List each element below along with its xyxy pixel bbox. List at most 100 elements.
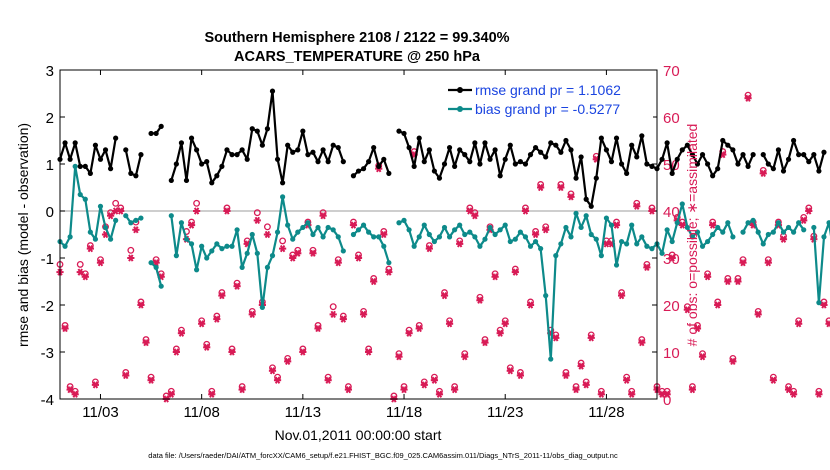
- rmse-point: [684, 142, 690, 148]
- star-stroke: [679, 221, 685, 229]
- y-left-tick-label: -2: [41, 298, 54, 315]
- obs-assimilated-marker: [106, 212, 115, 220]
- star-stroke: [421, 381, 427, 389]
- star-stroke: [699, 353, 706, 361]
- rmse-point: [816, 168, 822, 174]
- bias-line: [124, 215, 142, 224]
- rmse-point: [335, 144, 341, 151]
- bias-point: [578, 224, 584, 231]
- rmse-point: [214, 173, 220, 179]
- bias-point: [72, 163, 78, 169]
- footer-datafile: data file: /Users/raeder/DAI/ATM_forcXX/…: [148, 451, 618, 460]
- star-stroke: [224, 207, 230, 215]
- rmse-point: [199, 161, 205, 167]
- bias-point: [340, 248, 346, 254]
- rmse-point: [704, 161, 711, 167]
- rmse-point: [411, 163, 417, 169]
- obs-assimilated-marker: [759, 169, 767, 178]
- star-stroke: [315, 324, 321, 333]
- obs-assimilated-marker: [127, 254, 135, 262]
- star-stroke: [451, 385, 458, 394]
- obs-assimilated-marker: [132, 226, 140, 234]
- obs-assimilated-marker: [693, 324, 702, 333]
- chart-title-line2: ACARS_TEMPERATURE @ 250 hPa: [234, 49, 481, 65]
- bias-point: [113, 217, 119, 223]
- rmse-point: [527, 152, 534, 158]
- bias-point: [467, 229, 473, 235]
- star-stroke: [639, 338, 645, 347]
- bias-point: [77, 191, 83, 198]
- bias-point: [593, 236, 599, 242]
- bias-point: [178, 220, 185, 226]
- obs-assimilated-marker: [187, 221, 196, 229]
- rmse-point: [209, 180, 215, 186]
- bias-point: [310, 231, 316, 238]
- rmse-point: [583, 196, 589, 202]
- rmse-point: [624, 170, 630, 176]
- rmse-point: [811, 152, 817, 158]
- obs-assimilated-marker: [425, 244, 433, 253]
- rmse-point: [462, 152, 468, 158]
- obs-assimilated-marker: [299, 348, 307, 356]
- star-stroke: [618, 291, 625, 300]
- bias-point: [689, 234, 696, 240]
- star-stroke: [684, 306, 691, 314]
- rmse-point: [183, 177, 190, 184]
- bias-point: [699, 243, 706, 249]
- obs-assimilated-marker: [137, 301, 145, 309]
- obs-assimilated-marker: [628, 390, 636, 398]
- rmse-point: [239, 147, 245, 153]
- rmse-point: [487, 156, 493, 162]
- legend: rmse grand pr = 1.1062 bias grand pr = -…: [442, 78, 653, 120]
- obs-assimilated-marker: [714, 301, 722, 309]
- obs-assimilated-marker: [648, 207, 656, 215]
- bias-point: [634, 241, 640, 247]
- rmse-line: [124, 149, 142, 177]
- rmse-point: [801, 152, 807, 158]
- rmse-point: [92, 142, 99, 148]
- obs-assimilated-marker: [430, 376, 438, 384]
- star-stroke: [97, 259, 104, 267]
- rmse-point: [401, 130, 407, 137]
- star-stroke: [689, 385, 696, 394]
- rmse-point: [603, 147, 610, 153]
- bias-point: [183, 236, 190, 242]
- obs-assimilated-marker: [577, 362, 585, 370]
- star-stroke: [123, 371, 129, 380]
- star-stroke: [588, 334, 594, 342]
- rmse-point: [710, 173, 716, 179]
- star-stroke: [462, 353, 468, 361]
- star-stroke: [72, 390, 78, 398]
- rmse-point: [138, 152, 144, 158]
- obs-assimilated-marker: [668, 254, 676, 262]
- bias-point: [502, 222, 508, 228]
- bias-point: [280, 194, 286, 200]
- obs-possible-marker: [263, 223, 271, 231]
- bias-point: [259, 304, 265, 310]
- rmse-point: [305, 152, 311, 158]
- obs-assimilated-marker: [511, 268, 519, 276]
- star-stroke: [198, 320, 205, 328]
- bias-point: [618, 238, 625, 245]
- bias-point: [512, 236, 518, 242]
- star-stroke: [482, 338, 488, 347]
- bias-point: [239, 264, 245, 270]
- star-stroke: [173, 348, 180, 356]
- rmse-point: [72, 140, 78, 146]
- obs-possible-marker: [253, 209, 261, 217]
- star-stroke: [244, 240, 250, 248]
- bias-point: [679, 201, 685, 207]
- rmse-point: [320, 147, 326, 153]
- bias-point: [796, 220, 802, 226]
- rmse-point: [219, 163, 225, 169]
- obs-assimilated-marker: [385, 268, 393, 276]
- rmse-point: [426, 147, 432, 153]
- star-stroke: [613, 221, 620, 229]
- rmse-point: [821, 149, 827, 155]
- rmse-point: [355, 168, 362, 174]
- rmse-point: [644, 161, 650, 167]
- obs-assimilated-marker: [456, 240, 464, 248]
- star-stroke: [512, 268, 519, 276]
- bias-point: [563, 224, 569, 231]
- obs-assimilated-marker: [213, 315, 221, 323]
